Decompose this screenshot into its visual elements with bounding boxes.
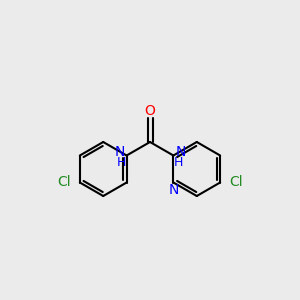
- Text: Cl: Cl: [229, 176, 243, 190]
- Text: H: H: [174, 156, 183, 169]
- Text: H: H: [117, 156, 126, 169]
- Text: Cl: Cl: [57, 176, 71, 190]
- Text: O: O: [145, 104, 155, 118]
- Text: N: N: [168, 184, 178, 197]
- Text: N: N: [175, 146, 186, 160]
- Text: N: N: [114, 146, 125, 160]
